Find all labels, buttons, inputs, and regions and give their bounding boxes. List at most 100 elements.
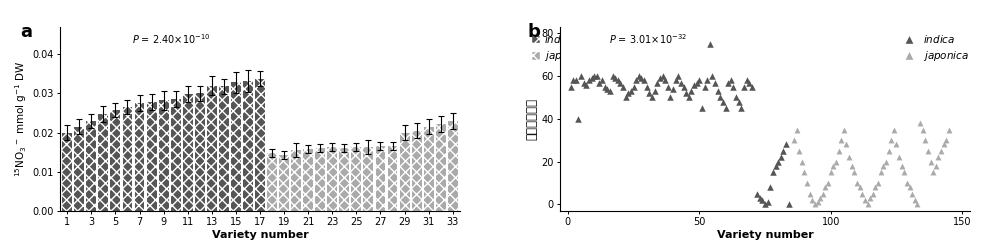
Point xyxy=(765,170,781,174)
Point xyxy=(833,138,849,142)
Bar xyxy=(207,86,217,211)
Point xyxy=(699,78,715,82)
Point xyxy=(904,192,920,196)
Point xyxy=(733,106,749,110)
X-axis label: Variety number: Variety number xyxy=(717,230,813,240)
Point xyxy=(589,74,605,78)
Bar xyxy=(412,131,422,211)
Bar xyxy=(195,93,205,211)
Point xyxy=(902,185,918,189)
Point xyxy=(607,76,623,80)
Point xyxy=(841,155,857,159)
Point xyxy=(894,164,910,168)
Point xyxy=(941,128,957,132)
Point xyxy=(691,78,707,82)
Point xyxy=(670,74,686,78)
Point xyxy=(626,85,642,89)
Point xyxy=(812,196,828,200)
Point xyxy=(681,96,697,99)
Bar xyxy=(171,99,181,211)
Point xyxy=(718,106,734,110)
Point xyxy=(846,170,862,174)
Bar xyxy=(147,102,157,211)
Point xyxy=(641,91,657,95)
Point xyxy=(936,143,952,147)
Point xyxy=(647,89,663,93)
Point xyxy=(736,85,752,89)
Point xyxy=(836,128,852,132)
Bar xyxy=(159,100,169,211)
Point xyxy=(728,96,744,99)
Point xyxy=(570,117,586,121)
Point xyxy=(676,85,692,89)
Text: $P$ = 2.40×10$^{-10}$: $P$ = 2.40×10$^{-10}$ xyxy=(132,33,211,46)
Bar xyxy=(255,79,265,211)
Point xyxy=(817,185,833,189)
Point xyxy=(928,164,944,168)
Point xyxy=(923,159,939,163)
Point xyxy=(862,196,878,200)
Point xyxy=(909,202,925,206)
Y-axis label: 氮酸盐敏感性: 氮酸盐敏感性 xyxy=(526,98,539,140)
Point xyxy=(673,81,689,85)
Bar xyxy=(315,148,325,211)
Point xyxy=(631,74,647,78)
Point xyxy=(594,78,610,82)
Point xyxy=(886,128,902,132)
Bar xyxy=(135,103,144,211)
Point xyxy=(565,78,581,82)
Bar xyxy=(110,110,120,211)
Point xyxy=(715,100,731,104)
Point xyxy=(775,149,791,153)
Point xyxy=(899,181,915,185)
Point xyxy=(618,96,634,99)
Point xyxy=(704,74,720,78)
Point xyxy=(725,85,741,89)
Point xyxy=(683,89,699,93)
Point xyxy=(915,128,931,132)
Point xyxy=(636,78,652,82)
Point xyxy=(838,143,854,147)
Point xyxy=(563,85,579,89)
Point xyxy=(591,81,607,85)
Point xyxy=(854,192,870,196)
Bar xyxy=(123,107,132,211)
Point xyxy=(860,202,876,206)
Point xyxy=(702,42,718,46)
Bar xyxy=(267,153,277,211)
Point xyxy=(828,159,844,163)
Point xyxy=(768,164,784,168)
Text: $P$ = 3.01×10$^{-32}$: $P$ = 3.01×10$^{-32}$ xyxy=(609,33,687,46)
Point xyxy=(844,164,860,168)
Point xyxy=(810,200,826,204)
Bar xyxy=(231,83,241,211)
Point xyxy=(831,149,847,153)
Point xyxy=(628,78,644,82)
Point xyxy=(744,85,760,89)
Point xyxy=(762,185,778,189)
Point xyxy=(867,185,883,189)
Point xyxy=(652,76,668,80)
Text: b: b xyxy=(527,23,540,41)
Point xyxy=(731,100,747,104)
Point xyxy=(883,138,899,142)
Point xyxy=(752,196,768,200)
Point xyxy=(605,74,621,78)
Point xyxy=(694,106,710,110)
Bar xyxy=(219,86,229,211)
Point xyxy=(875,164,891,168)
Y-axis label: $^{15}$NO$_3$$^-$ mmol g$^{-1}$ DW: $^{15}$NO$_3$$^-$ mmol g$^{-1}$ DW xyxy=(14,61,29,177)
Point xyxy=(925,170,941,174)
Point xyxy=(599,87,615,91)
Point xyxy=(612,81,628,85)
Point xyxy=(654,74,670,78)
Bar xyxy=(424,127,434,211)
Point xyxy=(649,81,665,85)
Point xyxy=(707,81,723,85)
Bar xyxy=(279,155,289,211)
Bar xyxy=(243,81,253,211)
X-axis label: Variety number: Variety number xyxy=(212,230,308,240)
Bar xyxy=(62,133,72,211)
Bar xyxy=(98,114,108,211)
Point xyxy=(697,85,713,89)
